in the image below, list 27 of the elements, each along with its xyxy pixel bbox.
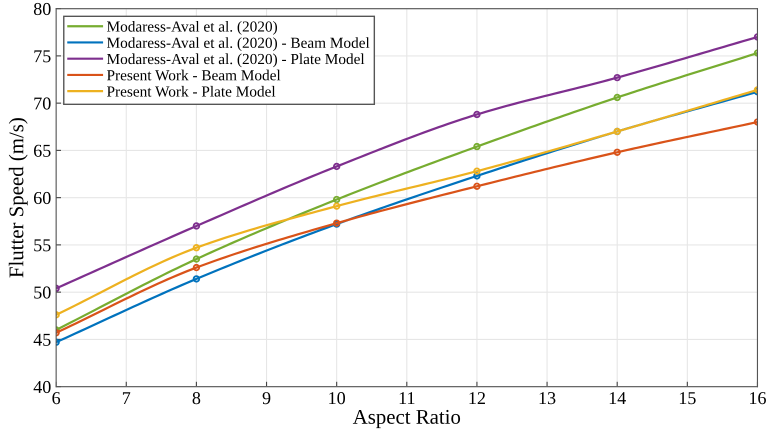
legend-label: Modaress-Aval et al. (2020) [106, 20, 278, 35]
x-axis-title: Aspect Ratio [352, 410, 460, 428]
legend-label: Present Work - Beam Model [106, 70, 280, 81]
y-tick-label: 50 [34, 286, 51, 299]
legend-label: Modaress-Aval et al. (2020) - Beam Model [106, 37, 370, 52]
x-tick-label: 8 [192, 392, 200, 404]
y-tick-label: 75 [34, 50, 51, 62]
x-tick-label: 15 [680, 392, 696, 404]
legend-label: Modaress-Aval et al. (2020) - Plate Model [106, 53, 364, 68]
y-tick-label: 45 [34, 334, 51, 346]
y-axis-title: Flutter Speed (m/s) [8, 118, 28, 278]
x-tick-label: 16 [750, 392, 766, 404]
x-tick-label: 14 [610, 392, 626, 404]
legend-label: Present Work - Plate Model [106, 86, 276, 97]
x-tick-label: 9 [262, 392, 270, 404]
y-tick-label: 40 [34, 380, 51, 394]
y-tick-label: 80 [34, 2, 51, 16]
x-tick-label: 6 [52, 392, 60, 404]
y-tick-label: 70 [34, 97, 51, 110]
x-tick-label: 7 [122, 392, 130, 404]
x-tick-label: 12 [469, 392, 485, 404]
y-tick-label: 60 [34, 192, 51, 204]
y-tick-label: 55 [34, 239, 51, 252]
x-tick-label: 10 [329, 392, 346, 404]
y-tick-label: 65 [34, 144, 51, 157]
x-tick-label: 13 [540, 392, 556, 404]
x-tick-label: 11 [400, 392, 414, 404]
